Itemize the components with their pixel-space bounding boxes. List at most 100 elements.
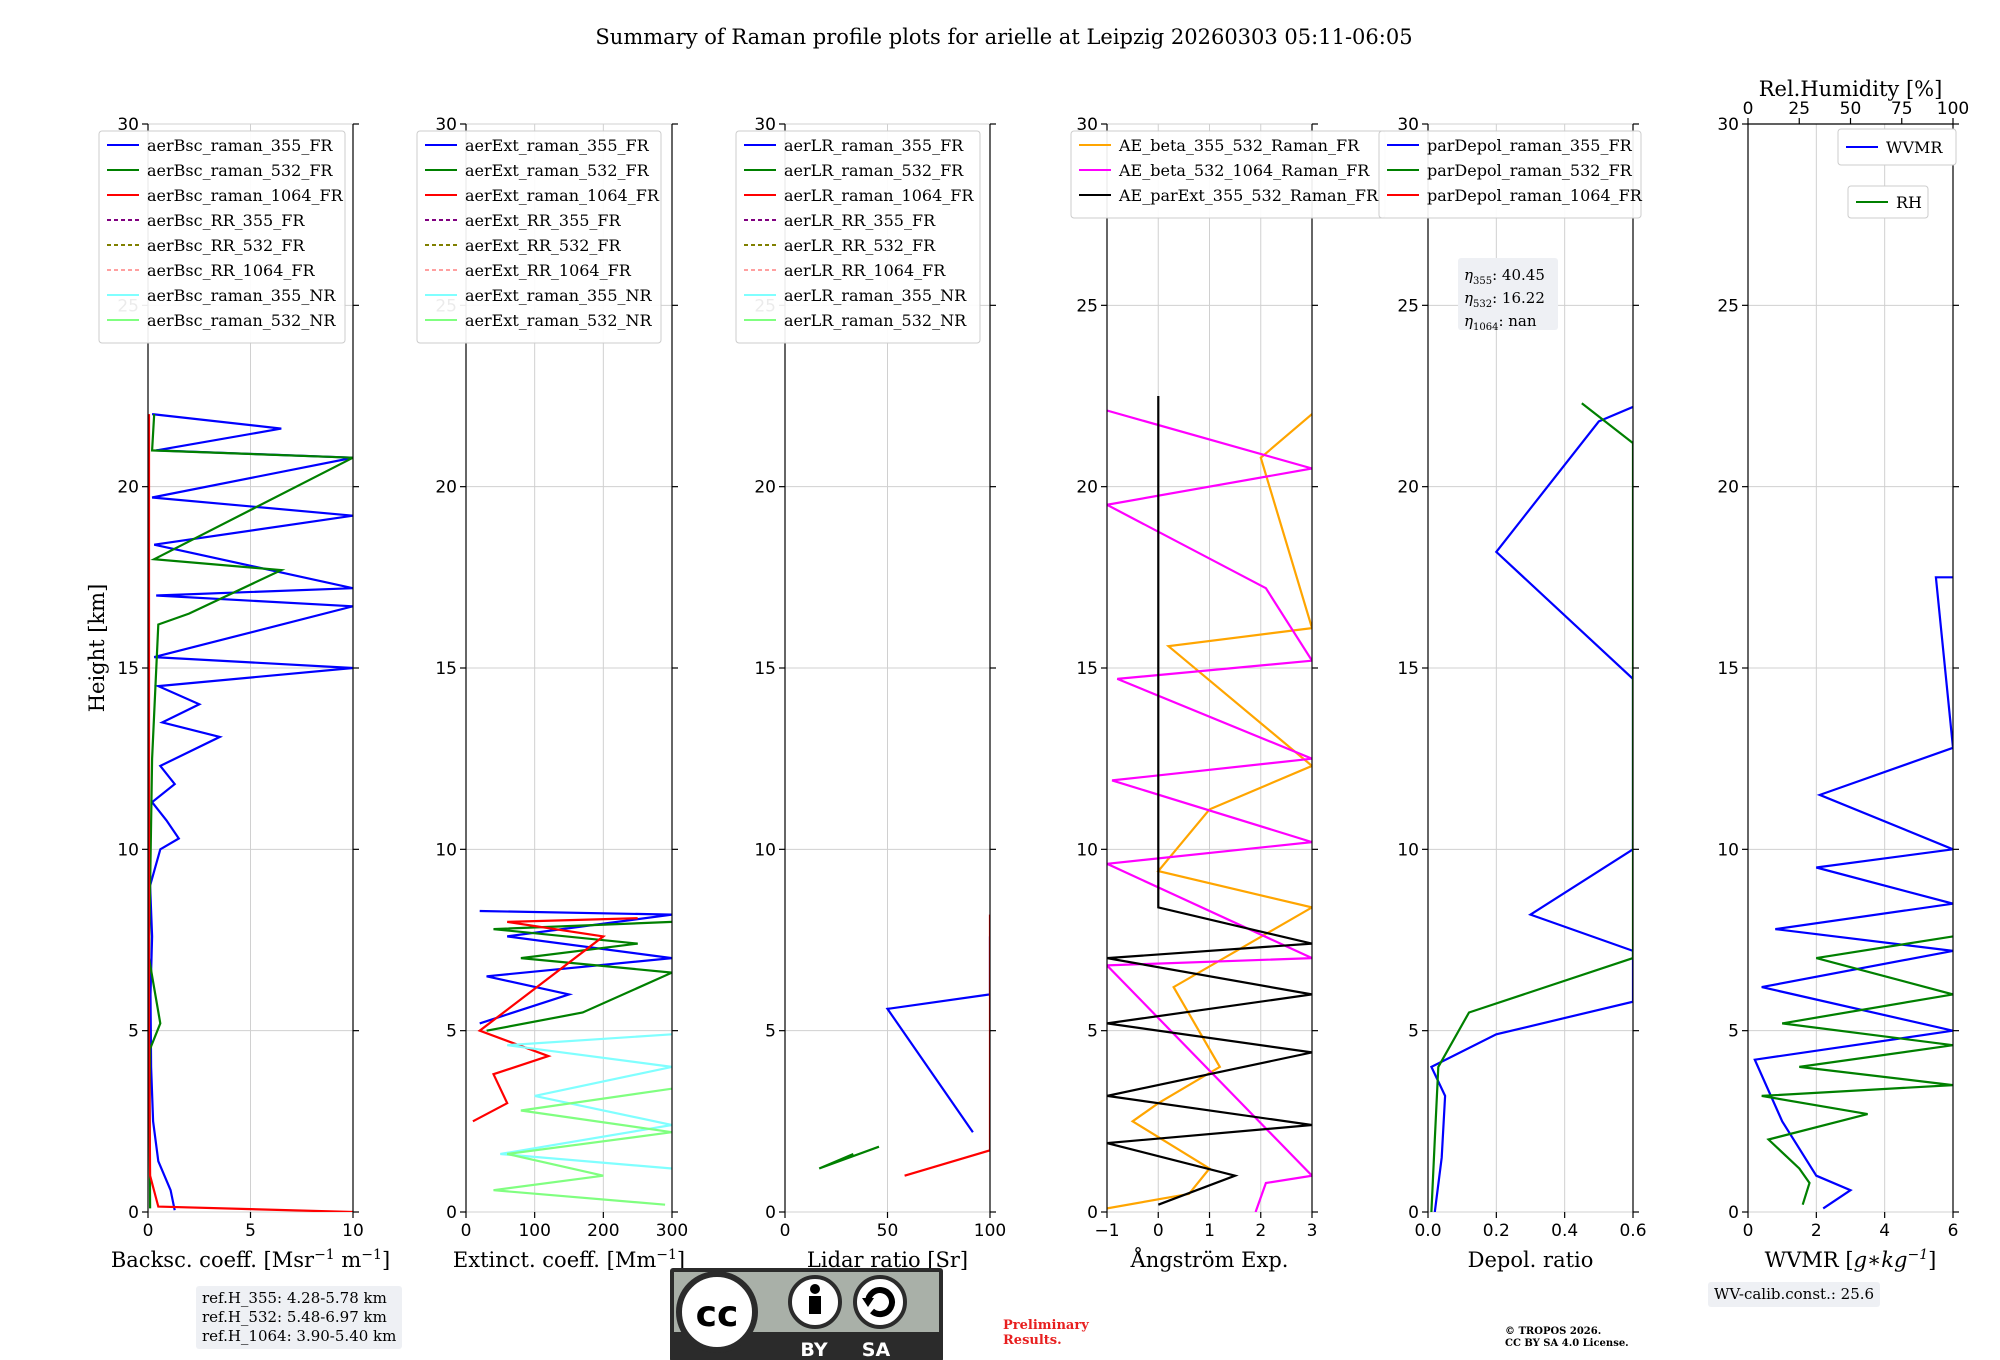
legend-label: aerExt_RR_1064_FR <box>465 261 632 280</box>
x-tick-label: 10 <box>342 1221 364 1241</box>
legend-label: aerLR_raman_1064_FR <box>784 186 974 205</box>
legend-label: aerBsc_raman_532_FR <box>147 161 333 180</box>
legend: aerLR_raman_355_FR aerLR_raman_532_FR aerL… <box>735 130 981 344</box>
legend-label: aerLR_raman_355_NR <box>784 286 967 305</box>
series-line-aerExt_raman_355_NR <box>500 1033 672 1170</box>
series-line-aerLR_raman_355_FR <box>885 936 990 1133</box>
panels: 0510152025300510Backsc. coeff. [Msr−1 m−… <box>98 77 1969 1272</box>
x-tick-label: 2 <box>1255 1221 1266 1241</box>
panel-backscatter: 0510152025300510Backsc. coeff. [Msr−1 m−… <box>98 115 390 1272</box>
x-axis-label: Depol. ratio <box>1468 1248 1594 1272</box>
cc-license-logo: cc BY SA <box>670 1268 943 1360</box>
x-axis-label: Ångström Exp. <box>1130 1247 1289 1272</box>
y-tick-label: 30 <box>1717 115 1739 135</box>
legend-label: aerLR_raman_355_FR <box>784 136 964 155</box>
series-group <box>1753 576 1953 1210</box>
copyright-note: © TROPOS 2026. CC BY SA 4.0 License. <box>1505 1326 1629 1350</box>
series-line-aerBsc_raman_355_FR <box>148 413 353 1211</box>
legend: WVMR RH <box>1837 128 1957 219</box>
series-group <box>1429 402 1633 1212</box>
y-tick-label: 10 <box>1717 840 1739 860</box>
y-tick-label: 30 <box>117 115 139 135</box>
preliminary-line-2: Results. <box>1003 1333 1062 1348</box>
panel-lidar_ratio: 051015202530050100Lidar ratio [Sr]aerLR_… <box>735 115 1006 1272</box>
by-person-icon <box>809 1296 821 1314</box>
x-axis-label: Backsc. coeff. [Msr−1 m−1] <box>111 1247 390 1272</box>
y-tick-label: 30 <box>754 115 776 135</box>
panel-depol: 0 5 10 15 20 25 30 0.0 0.2 0.4 0.6 Depol. ratio parD… <box>1378 115 1647 1272</box>
y-tick-label: 10 <box>1397 840 1419 860</box>
legend-label: parDepol_raman_355_FR <box>1427 136 1633 155</box>
series-group <box>1107 396 1312 1212</box>
y-tick-label: 15 <box>117 659 139 679</box>
legend-label: AE_parExt_355_532_Raman_FR <box>1118 186 1379 205</box>
ref-h-1064: ref.H_1064: 3.90-5.40 km <box>202 1327 397 1345</box>
legend-box <box>416 130 662 344</box>
x-tick-label: 0.2 <box>1483 1221 1510 1241</box>
eta-1064: η1064: nan <box>1464 312 1537 333</box>
y-tick-label: 10 <box>117 840 139 860</box>
y-tick-label: 25 <box>1397 296 1419 316</box>
legend-label: aerExt_raman_355_NR <box>465 286 653 305</box>
legend-label: AE_beta_355_532_Raman_FR <box>1118 136 1360 155</box>
y-tick-label: 20 <box>1717 478 1739 498</box>
legend-label: AE_beta_532_1064_Raman_FR <box>1118 161 1370 180</box>
y-tick-label: 15 <box>754 659 776 679</box>
ref-h-532: ref.H_532: 5.48-6.97 km <box>202 1308 387 1326</box>
y-axis-label: Height [km] <box>85 584 109 713</box>
x-tick-label: 3 <box>1307 1221 1318 1241</box>
wv-calib-box: WV-calib.const.: 25.6 <box>1708 1282 1881 1307</box>
x-tick-label: 0 <box>1743 1221 1754 1241</box>
x-tick-label: 0 <box>1153 1221 1164 1241</box>
x-tick-label: 100 <box>974 1221 1006 1241</box>
legend: AE_beta_355_532_Raman_FR AE_beta_532_1064… <box>1070 130 1386 219</box>
eta-532: η532: 16.22 <box>1464 289 1545 310</box>
copyright-line-1: © TROPOS 2026. <box>1505 1326 1602 1337</box>
x-tick-label: 2 <box>1811 1221 1822 1241</box>
preliminary-note: Preliminary Results. <box>1003 1318 1089 1348</box>
legend-box <box>1378 130 1642 219</box>
x-tick-label: 0 <box>780 1221 791 1241</box>
panel-extinction: 0510152025300100200300Extinct. coeff. [M… <box>416 115 688 1272</box>
x-tick-label: 0.0 <box>1414 1221 1441 1241</box>
series-line-parDepol_raman_532_FR <box>1430 402 1633 1212</box>
series-line-aerLR_raman_532_FR <box>818 1145 880 1170</box>
y-tick-label: 25 <box>1717 296 1739 316</box>
y-tick-label: 10 <box>435 840 457 860</box>
reference-height-box: ref.H_355: 4.28-5.78 km ref.H_532: 5.48-… <box>196 1286 403 1349</box>
x-tick-label: 6 <box>1948 1221 1959 1241</box>
y-tick-label: 15 <box>1397 659 1419 679</box>
legend-label: aerExt_raman_532_NR <box>465 311 653 330</box>
series-group <box>148 413 353 1212</box>
legend-label: parDepol_raman_532_FR <box>1427 161 1633 180</box>
top-tick-label: 25 <box>1788 99 1810 119</box>
y-tick-label: 15 <box>435 659 457 679</box>
x-tick-label: 0.4 <box>1551 1221 1578 1241</box>
y-tick-label: 20 <box>117 478 139 498</box>
legend-label: aerBsc_RR_1064_FR <box>147 261 316 280</box>
figure-title: Summary of Raman profile plots for ariel… <box>595 25 1412 49</box>
series-group <box>818 914 990 1177</box>
y-tick-label: 0 <box>128 1203 139 1223</box>
eta-annotation-box <box>1458 258 1558 330</box>
legend-label: aerLR_RR_355_FR <box>784 211 936 230</box>
legend-box <box>98 130 346 344</box>
legend: aerExt_raman_355_FR aerExt_raman_532_FRae… <box>416 130 662 344</box>
by-label: BY <box>800 1339 827 1360</box>
y-tick-label: 5 <box>1408 1022 1419 1042</box>
legend: parDepol_raman_355_FR parDepol_raman_532_… <box>1378 130 1643 219</box>
y-tick-label: 30 <box>435 115 457 135</box>
top-tick-label: 50 <box>1840 99 1862 119</box>
y-tick-label: 0 <box>1408 1203 1419 1223</box>
legend-label: aerLR_raman_532_NR <box>784 311 967 330</box>
y-tick-label: 10 <box>754 840 776 860</box>
x-tick-label: 0.6 <box>1619 1221 1646 1241</box>
series-line-parDepol_raman_355_FR <box>1429 405 1633 1212</box>
cc-logo-text: cc <box>696 1294 739 1335</box>
legend-label: aerExt_raman_1064_FR <box>465 186 660 205</box>
x-tick-label: 5 <box>245 1221 256 1241</box>
x-tick-label: 50 <box>877 1221 899 1241</box>
y-tick-label: 5 <box>765 1022 776 1042</box>
series-line-aerExt_raman_355_FR <box>479 909 672 1025</box>
